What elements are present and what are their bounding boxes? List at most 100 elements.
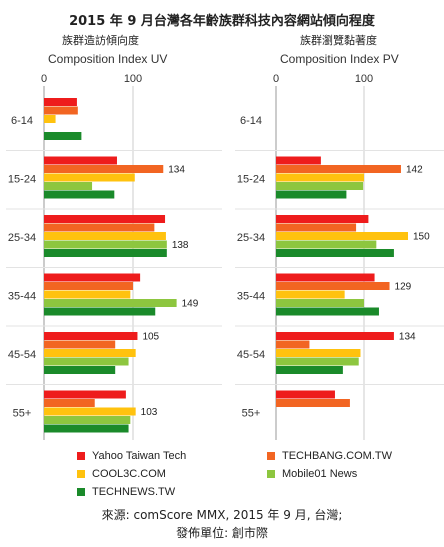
uv-bar-25-34-techbang-com-tw	[44, 223, 155, 232]
uv-bar-6-14-cool3c-com	[44, 115, 56, 123]
chart-plot-area: 0 100 6-14 15-24 134 25-34 138 35-44 149 45-54 105…	[6, 73, 444, 440]
uv-category-label-25-34: 25-34	[8, 232, 36, 244]
uv-bar-6-14-techbang-com-tw	[44, 106, 78, 115]
pv-tick-label-0: 0	[273, 73, 279, 85]
uv-bar-45-54-mobile01-news	[44, 357, 129, 366]
uv-category-label-45-54: 45-54	[8, 349, 36, 361]
uv-bar-55+-yahoo-taiwan-tech	[44, 390, 126, 399]
uv-tick-label-0: 0	[41, 73, 47, 85]
legend-label: TECHBANG.COM.TW	[282, 450, 392, 462]
pv-data-label-35-44: 129	[395, 282, 412, 293]
pv-category-label-6-14: 6-14	[240, 115, 262, 127]
uv-data-label-55+: 103	[141, 407, 158, 418]
uv-category-label-55+: 55+	[13, 408, 32, 420]
legend-swatch	[267, 452, 275, 460]
uv-category-label-6-14: 6-14	[11, 115, 33, 127]
pv-data-label-25-34: 150	[413, 232, 430, 243]
uv-bar-35-44-mobile01-news	[44, 299, 177, 307]
right-subtitle: 族群瀏覽黏著度	[300, 34, 377, 47]
legend-swatch	[77, 488, 85, 496]
pv-bar-25-34-cool3c-com	[276, 232, 408, 240]
pv-bar-45-54-cool3c-com	[276, 349, 361, 357]
uv-data-label-45-54: 105	[142, 332, 159, 343]
uv-bar-35-44-techbang-com-tw	[44, 282, 133, 290]
uv-bar-15-24-technews-tw	[44, 190, 115, 199]
uv-bar-15-24-cool3c-com	[44, 173, 135, 182]
pv-bar-15-24-technews-tw	[276, 190, 347, 199]
pv-bar-25-34-techbang-com-tw	[276, 223, 357, 232]
left-subtitle: 族群造訪傾向度	[62, 34, 139, 47]
pv-bar-25-34-technews-tw	[276, 249, 394, 257]
pv-category-label-45-54: 45-54	[237, 349, 265, 361]
pv-bar-25-34-yahoo-taiwan-tech	[276, 215, 369, 223]
legend-item-yahoo-taiwan-tech: Yahoo Taiwan Tech	[77, 450, 186, 462]
legend-label: Mobile01 News	[282, 468, 358, 480]
pv-bar-55+-yahoo-taiwan-tech	[276, 390, 335, 399]
uv-bar-25-34-technews-tw	[44, 249, 167, 257]
uv-bar-35-44-cool3c-com	[44, 290, 131, 299]
legend-item-cool3c-com: COOL3C.COM	[77, 468, 166, 480]
pv-bar-45-54-mobile01-news	[276, 357, 359, 366]
uv-bar-25-34-yahoo-taiwan-tech	[44, 215, 166, 223]
pv-bar-35-44-techbang-com-tw	[276, 282, 390, 290]
left-axis-title: Composition Index UV	[48, 52, 168, 66]
uv-bar-6-14-yahoo-taiwan-tech	[44, 98, 77, 106]
pv-bar-35-44-yahoo-taiwan-tech	[276, 273, 375, 282]
pv-category-label-15-24: 15-24	[237, 174, 265, 186]
footer-publisher: 發佈單位: 創市際	[176, 526, 268, 540]
uv-bar-55+-technews-tw	[44, 424, 129, 433]
pv-category-label-25-34: 25-34	[237, 232, 265, 244]
uv-bar-25-34-mobile01-news	[44, 240, 167, 249]
right-axis-title: Composition Index PV	[280, 52, 399, 66]
uv-bar-15-24-yahoo-taiwan-tech	[44, 156, 117, 165]
pv-bar-35-44-technews-tw	[276, 307, 379, 316]
uv-bar-15-24-mobile01-news	[44, 182, 93, 190]
legend-swatch	[77, 452, 85, 460]
legend-swatch	[77, 470, 85, 478]
uv-bar-15-24-techbang-com-tw	[44, 165, 164, 173]
uv-bar-45-54-cool3c-com	[44, 349, 136, 357]
chart-title: 2015 年 9 月台灣各年齡族群科技內容網站傾向程度	[69, 14, 375, 29]
pv-bar-45-54-technews-tw	[276, 366, 343, 374]
uv-bar-55+-techbang-com-tw	[44, 399, 95, 407]
legend-item-mobile01-news: Mobile01 News	[267, 468, 357, 480]
pv-bar-45-54-yahoo-taiwan-tech	[276, 332, 394, 340]
pv-category-label-55+: 55+	[242, 408, 261, 420]
uv-bar-45-54-yahoo-taiwan-tech	[44, 332, 138, 340]
uv-data-label-35-44: 149	[182, 299, 199, 310]
uv-category-label-35-44: 35-44	[8, 291, 36, 303]
uv-bar-45-54-technews-tw	[44, 366, 116, 374]
legend-label: Yahoo Taiwan Tech	[92, 450, 187, 462]
pv-bar-55+-techbang-com-tw	[276, 399, 350, 407]
legend-item-techbang-com-tw: TECHBANG.COM.TW	[267, 450, 392, 462]
uv-tick-label-100: 100	[124, 73, 142, 85]
uv-bar-55+-cool3c-com	[44, 407, 136, 416]
uv-data-label-15-24: 134	[168, 165, 185, 176]
pv-bar-35-44-mobile01-news	[276, 299, 364, 307]
uv-bar-35-44-yahoo-taiwan-tech	[44, 273, 141, 282]
pv-bar-15-24-yahoo-taiwan-tech	[276, 156, 321, 165]
uv-category-label-15-24: 15-24	[8, 174, 36, 186]
footer-source: 來源: comScore MMX, 2015 年 9 月, 台灣;	[101, 508, 343, 522]
pv-bar-35-44-cool3c-com	[276, 290, 345, 299]
uv-bar-25-34-cool3c-com	[44, 232, 166, 240]
pv-bar-45-54-techbang-com-tw	[276, 340, 310, 349]
uv-bar-55+-mobile01-news	[44, 416, 131, 424]
pv-bar-25-34-mobile01-news	[276, 240, 377, 249]
legend-item-technews-tw: TECHNEWS.TW	[77, 486, 175, 498]
legend-swatch	[267, 470, 275, 478]
legend-label: TECHNEWS.TW	[92, 486, 176, 498]
uv-bar-35-44-technews-tw	[44, 307, 156, 316]
uv-bar-6-14-technews-tw	[44, 132, 82, 140]
pv-bar-15-24-cool3c-com	[276, 173, 364, 182]
pv-bar-15-24-techbang-com-tw	[276, 165, 401, 173]
uv-bar-45-54-techbang-com-tw	[44, 340, 116, 349]
pv-tick-label-100: 100	[355, 73, 373, 85]
pv-data-label-45-54: 134	[399, 332, 416, 343]
uv-data-label-25-34: 138	[172, 240, 189, 251]
pv-data-label-15-24: 142	[406, 165, 423, 176]
pv-bar-15-24-mobile01-news	[276, 182, 364, 190]
legend-label: COOL3C.COM	[92, 468, 166, 480]
pv-category-label-35-44: 35-44	[237, 291, 265, 303]
